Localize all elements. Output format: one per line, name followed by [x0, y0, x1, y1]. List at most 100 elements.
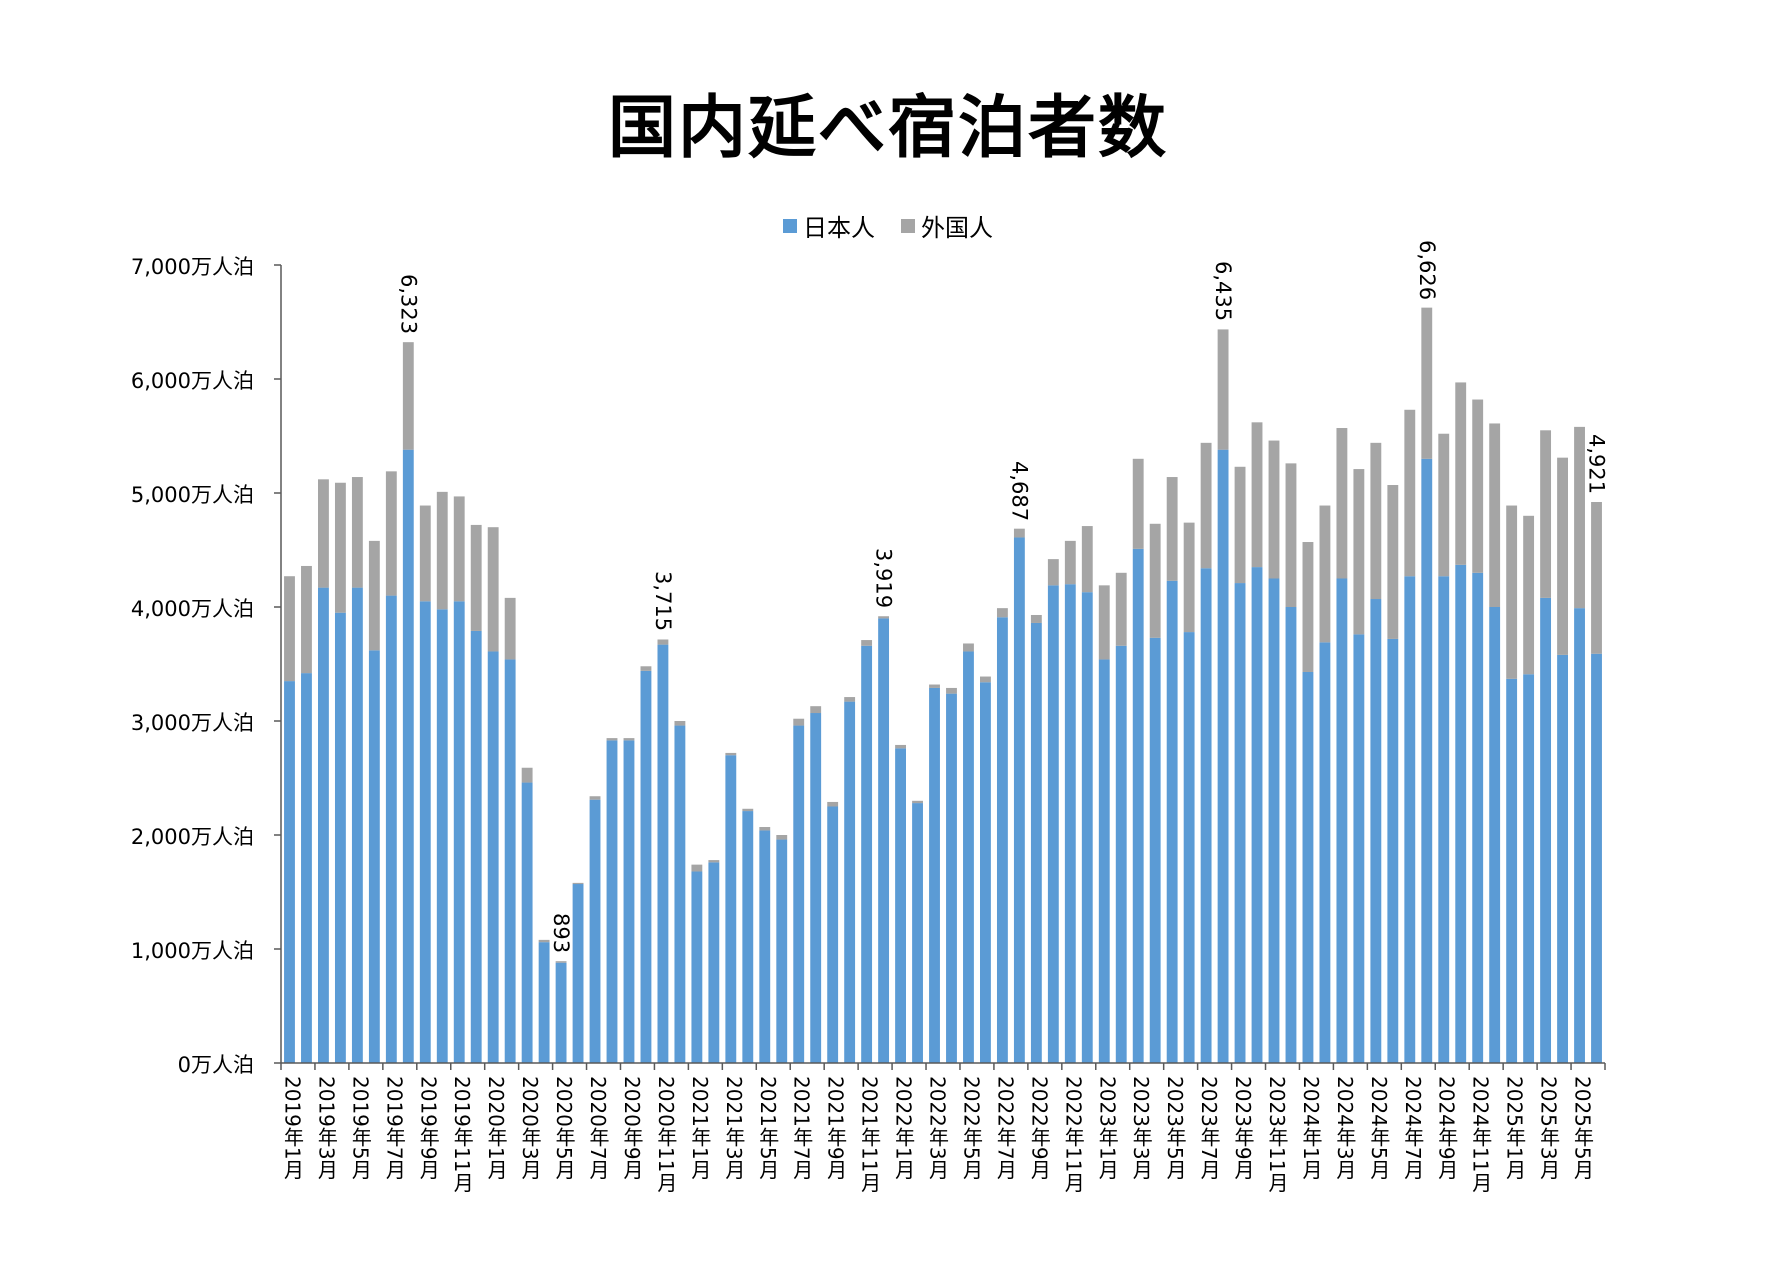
bar-foreign [1234, 466, 1246, 584]
bar-foreign [419, 505, 431, 602]
bar-japanese [1115, 645, 1127, 1063]
bar-japanese [708, 862, 720, 1063]
bar-foreign [861, 640, 873, 646]
bar-foreign [1132, 458, 1144, 549]
bar-japanese [1506, 678, 1518, 1063]
bar-japanese [1574, 608, 1585, 1063]
x-tick-label: 2019年5月 [348, 1076, 373, 1180]
bar-japanese [912, 803, 923, 1063]
x-tick-label: 2024年9月 [1434, 1076, 1459, 1180]
bar-foreign [1302, 542, 1314, 672]
legend-label-foreign: 外国人 [921, 214, 993, 242]
x-tick-label: 2019年9月 [416, 1076, 441, 1180]
x-tick-label: 2024年7月 [1400, 1076, 1425, 1180]
bar-foreign [708, 860, 720, 863]
x-tick-label: 2023年9月 [1231, 1076, 1256, 1180]
data-label: 6,626 [1414, 239, 1439, 300]
bar-foreign [1047, 559, 1059, 586]
bar-foreign [793, 718, 805, 726]
bar-japanese [1370, 599, 1382, 1063]
bar-japanese [640, 670, 652, 1063]
bar-japanese [810, 713, 822, 1063]
x-tick-label: 2020年3月 [518, 1076, 543, 1180]
bar-foreign [504, 597, 516, 660]
bar-japanese [1030, 622, 1042, 1063]
bar-japanese [334, 612, 346, 1063]
bar-foreign [674, 721, 686, 726]
bar-foreign [742, 808, 754, 812]
bar-japanese [776, 839, 788, 1063]
bar-foreign [1404, 409, 1416, 577]
y-tick-label: 0万人泊 [177, 1053, 254, 1077]
bar-japanese [657, 644, 669, 1063]
bar-foreign [810, 706, 822, 714]
bar-foreign [1064, 540, 1076, 585]
bar-foreign [640, 666, 652, 671]
bar-japanese [385, 595, 397, 1063]
bar-foreign [1574, 426, 1585, 609]
x-tick-label: 2022年7月 [993, 1076, 1018, 1180]
y-tick-label: 5,000万人泊 [130, 483, 254, 507]
bar-foreign [1081, 526, 1093, 593]
bar-foreign [759, 827, 771, 831]
bar-japanese [674, 725, 686, 1063]
bar-foreign [1455, 382, 1467, 565]
data-label: 4,921 [1584, 434, 1609, 495]
bar-foreign [657, 639, 669, 645]
bar-japanese [436, 609, 448, 1063]
bar-foreign [725, 752, 737, 756]
x-tick-label: 2024年5月 [1366, 1076, 1391, 1180]
x-tick-label: 2022年1月 [891, 1076, 916, 1180]
bar-foreign [776, 835, 788, 840]
bar-foreign [385, 471, 397, 596]
bar-japanese [963, 651, 974, 1063]
x-tick-label: 2024年11月 [1468, 1076, 1493, 1193]
bar-foreign [351, 477, 363, 588]
x-tick-label: 2021年1月 [687, 1076, 712, 1180]
x-tick-label: 2019年7月 [382, 1076, 407, 1180]
bar-foreign [980, 676, 991, 683]
bar-japanese [368, 650, 380, 1063]
bar-japanese [759, 830, 771, 1063]
bar-foreign [895, 744, 906, 749]
x-tick-label: 2023年11月 [1265, 1076, 1289, 1193]
bar-japanese [419, 601, 431, 1063]
y-tick-label: 1,000万人泊 [130, 939, 254, 963]
y-tick-label: 2,000万人泊 [130, 825, 254, 849]
legend-item-foreign: 外国人 [901, 208, 993, 243]
bar-japanese [1336, 578, 1348, 1063]
x-tick-label: 2019年1月 [280, 1076, 305, 1180]
bar-japanese [1132, 548, 1144, 1063]
bar-foreign [368, 540, 380, 651]
x-tick-label: 2023年3月 [1129, 1076, 1154, 1180]
bar-japanese [793, 725, 805, 1063]
x-tick-label: 2020年11月 [653, 1076, 678, 1193]
bar-japanese [1404, 576, 1416, 1063]
bar-japanese [1489, 607, 1501, 1063]
x-tick-label: 2021年3月 [721, 1076, 746, 1180]
bar-japanese [946, 693, 957, 1063]
x-tick-label: 2025年1月 [1502, 1076, 1527, 1180]
bar-japanese [1523, 674, 1535, 1063]
bar-japanese [402, 449, 414, 1063]
legend-label-japanese: 日本人 [803, 214, 875, 242]
bar-foreign [1523, 515, 1535, 675]
bar-foreign [1336, 428, 1348, 579]
x-tick-label: 2020年7月 [586, 1076, 611, 1180]
bar-foreign [1387, 485, 1399, 639]
bar-japanese [1217, 449, 1229, 1063]
bar-foreign [912, 800, 923, 804]
bar-japanese [725, 755, 737, 1063]
bar-foreign [1506, 505, 1518, 679]
bar-foreign [521, 767, 533, 783]
bar-foreign [1285, 463, 1297, 607]
bar-foreign [555, 961, 567, 963]
bar-foreign [1268, 440, 1280, 579]
bar-japanese [555, 962, 567, 1063]
bar-japanese [1319, 642, 1331, 1063]
bar-foreign [334, 482, 346, 613]
data-label: 893 [549, 913, 574, 954]
data-label: 6,435 [1211, 261, 1236, 322]
bar-japanese [1557, 654, 1568, 1063]
legend-item-japanese: 日本人 [783, 208, 875, 243]
